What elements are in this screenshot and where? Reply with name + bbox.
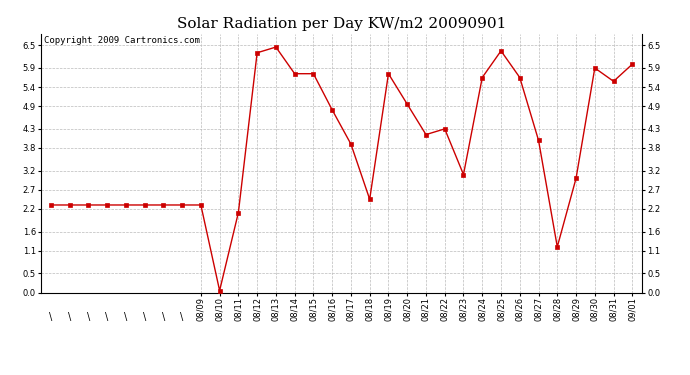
Text: \: \ — [143, 312, 146, 322]
Text: \: \ — [106, 312, 109, 322]
Text: \: \ — [68, 312, 71, 322]
Text: \: \ — [49, 312, 52, 322]
Text: \: \ — [161, 312, 165, 322]
Text: \: \ — [181, 312, 184, 322]
Text: \: \ — [124, 312, 128, 322]
Text: \: \ — [87, 312, 90, 322]
Text: Copyright 2009 Cartronics.com: Copyright 2009 Cartronics.com — [44, 36, 200, 45]
Title: Solar Radiation per Day KW/m2 20090901: Solar Radiation per Day KW/m2 20090901 — [177, 17, 506, 31]
